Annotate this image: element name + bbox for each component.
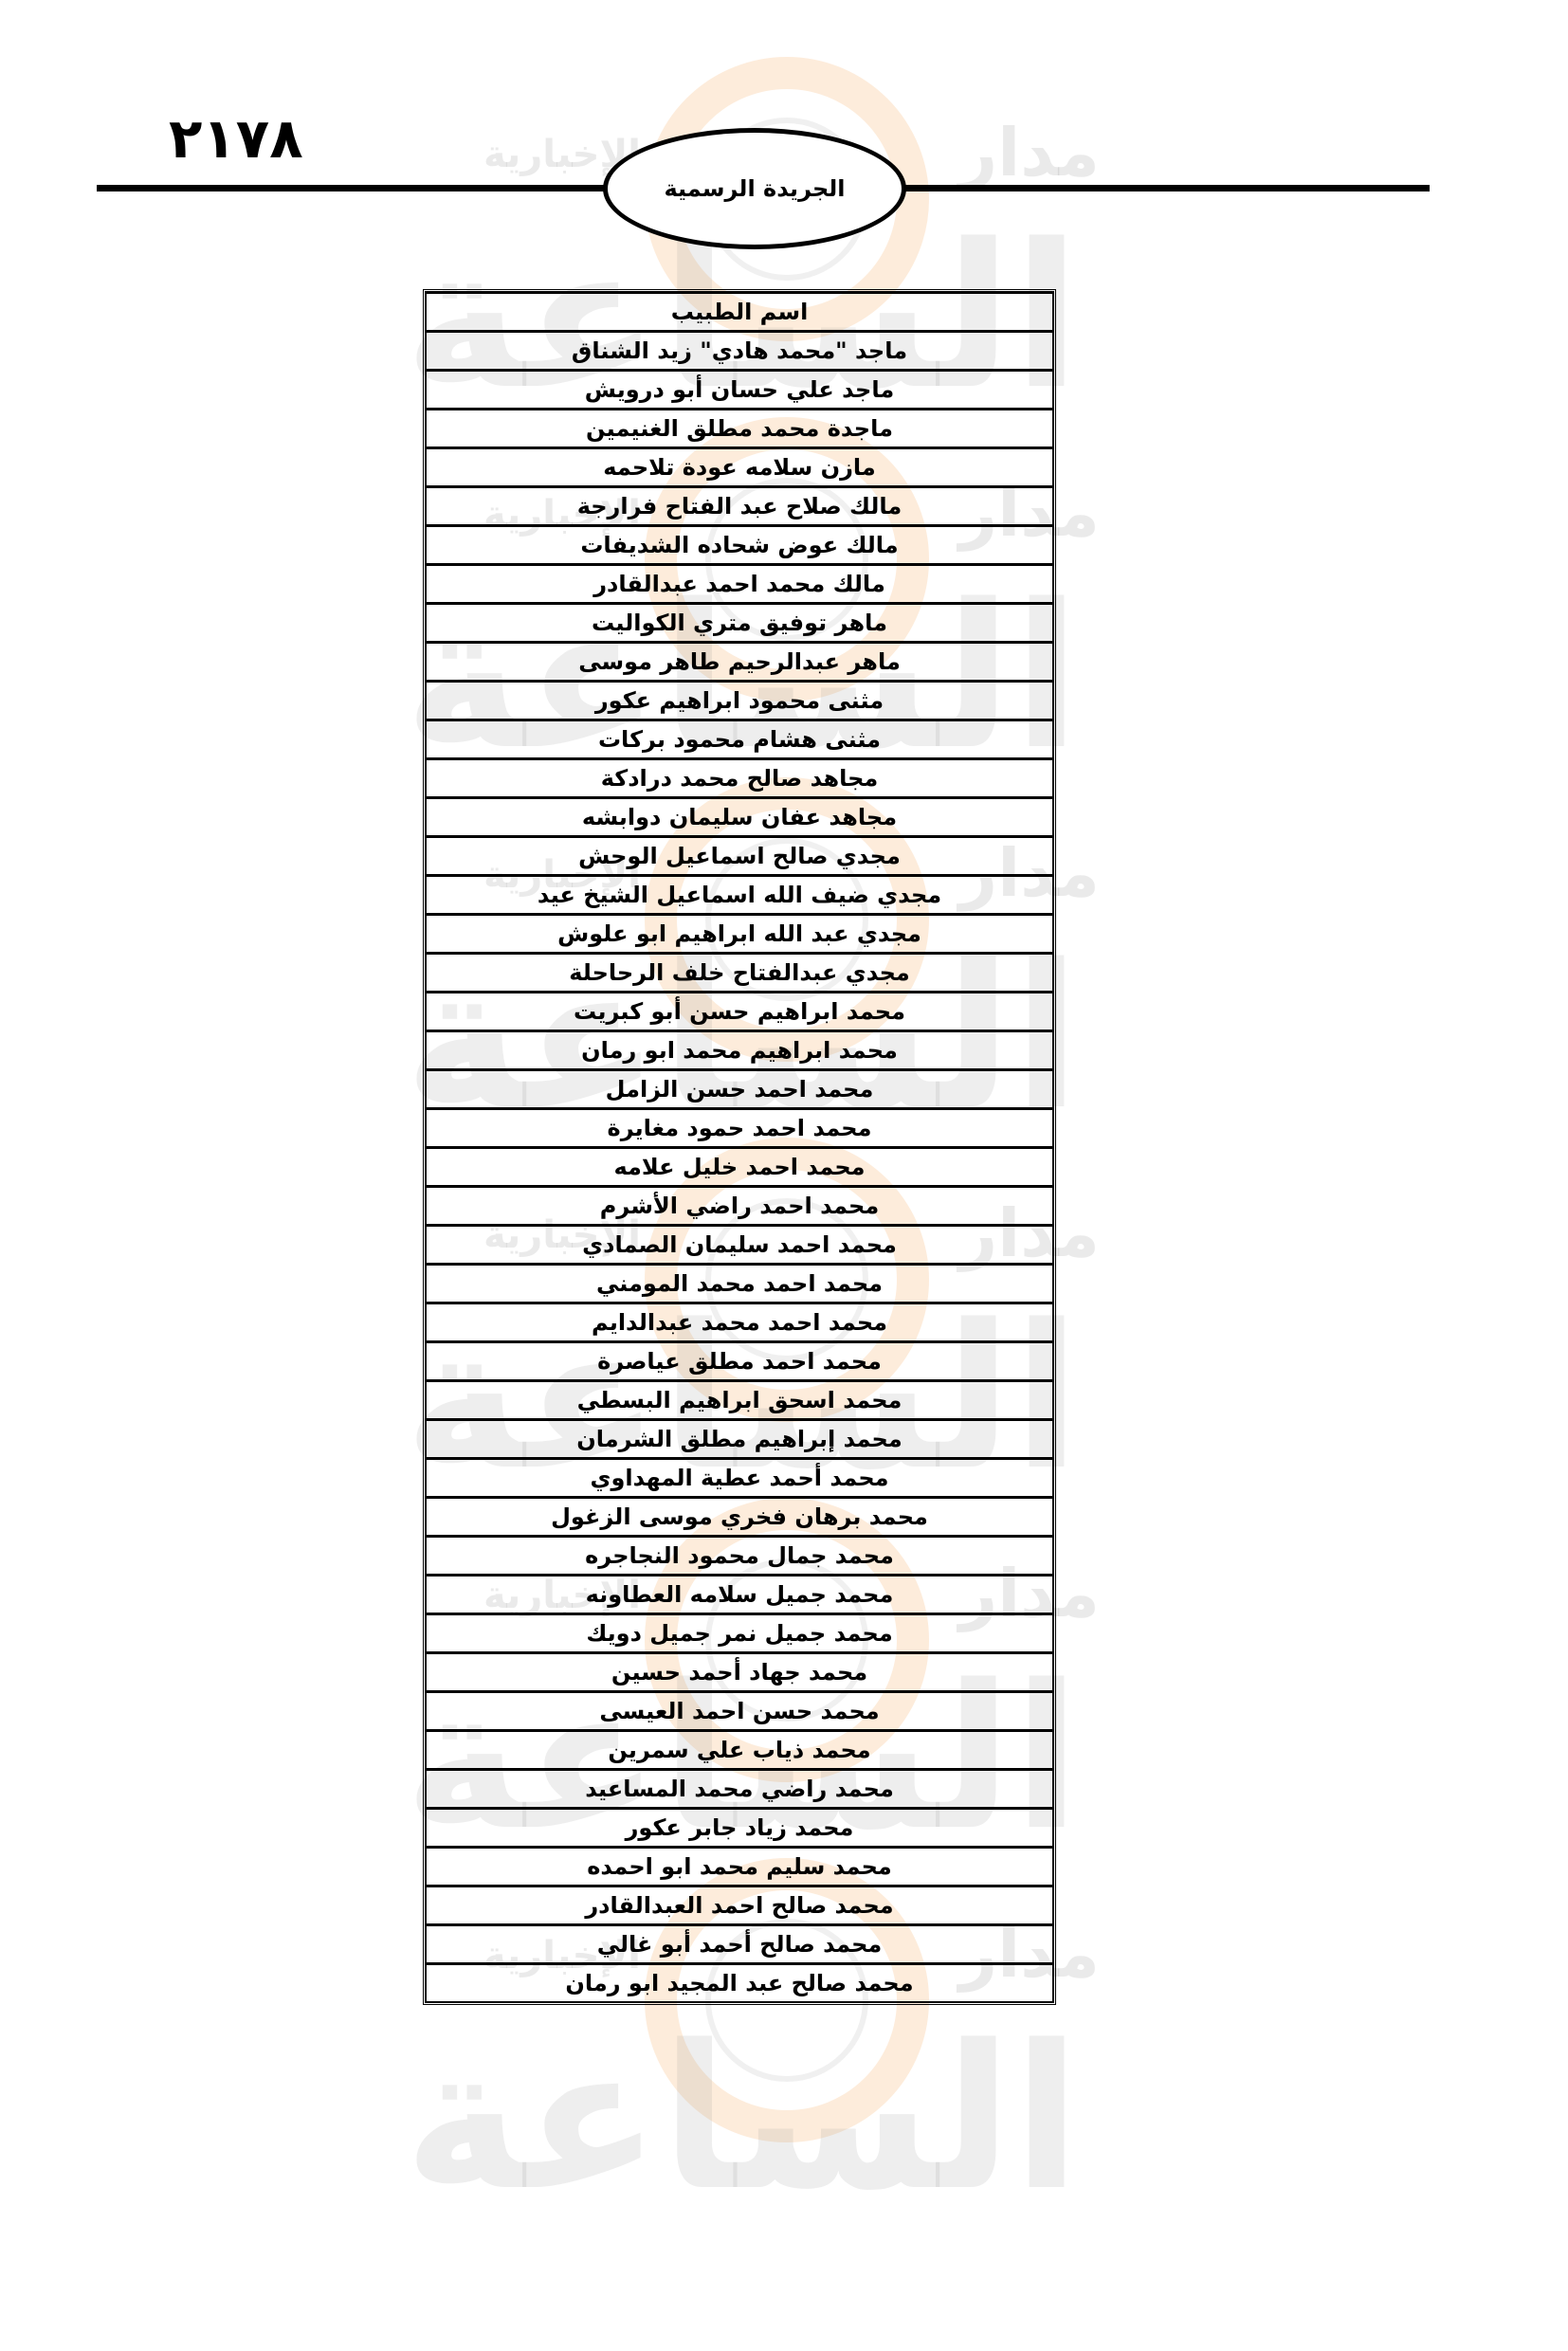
doctor-name-cell: محمد إبراهيم مطلق الشرمان: [426, 1419, 1053, 1458]
doctor-name-cell: مازن سلامه عودة تلاحمه: [426, 447, 1053, 486]
doctor-name-cell: محمد ابراهيم حسن أبو كبريت: [426, 992, 1053, 1030]
table-row: مجاهد صالح محمد درادكة: [426, 758, 1053, 797]
doctor-name-cell: محمد جميل سلامه العطاونه: [426, 1575, 1053, 1613]
doctor-name-cell: مجاهد صالح محمد درادكة: [426, 758, 1053, 797]
table-row: محمد ابراهيم محمد ابو رمان: [426, 1030, 1053, 1069]
doctor-name-cell: محمد زياد جابر عكور: [426, 1808, 1053, 1847]
doctor-name-cell: محمد جميل نمر جميل دويك: [426, 1613, 1053, 1652]
table-row: محمد جمال محمود النجاجره: [426, 1536, 1053, 1575]
column-header-doctor-name: اسم الطبيب: [426, 292, 1053, 331]
table-row: مجاهد عفان سليمان دوابشه: [426, 797, 1053, 836]
table-row: محمد جميل سلامه العطاونه: [426, 1575, 1053, 1613]
table-row: محمد ابراهيم حسن أبو كبريت: [426, 992, 1053, 1030]
table-row: محمد ذياب علي سمرين: [426, 1730, 1053, 1769]
doctor-name-cell: محمد جهاد أحمد حسين: [426, 1652, 1053, 1691]
table-row: ماجدة محمد مطلق الغنيمين: [426, 409, 1053, 447]
publication-title: الجريدة الرسمية: [664, 175, 846, 202]
table-header-row: اسم الطبيب: [426, 292, 1053, 331]
doctor-name-cell: مجاهد عفان سليمان دوابشه: [426, 797, 1053, 836]
doctor-name-cell: محمد جمال محمود النجاجره: [426, 1536, 1053, 1575]
table-row: محمد زياد جابر عكور: [426, 1808, 1053, 1847]
table-row: محمد احمد مطلق عياصرة: [426, 1341, 1053, 1380]
doctor-name-cell: مثنى محمود ابراهيم عكور: [426, 681, 1053, 720]
table-row: مجدي عبدالفتاح خلف الرحاحلة: [426, 953, 1053, 992]
doctor-name-cell: مجدي عبد الله ابراهيم ابو علوش: [426, 914, 1053, 953]
doctor-name-cell: محمد صالح أحمد أبو غالي: [426, 1924, 1053, 1963]
table-row: مجدي عبد الله ابراهيم ابو علوش: [426, 914, 1053, 953]
doctor-name-cell: محمد صالح عبد المجيد ابو رمان: [426, 1963, 1053, 2002]
table-row: مالك صلاح عبد الفتاح فرارجة: [426, 486, 1053, 525]
table-row: محمد حسن احمد العيسى: [426, 1691, 1053, 1730]
table-row: محمد صالح أحمد أبو غالي: [426, 1924, 1053, 1963]
table-row: مجدي ضيف الله اسماعيل الشيخ عيد: [426, 875, 1053, 914]
doctor-name-cell: محمد احمد راضي الأشرم: [426, 1186, 1053, 1225]
doctor-name-cell: مالك صلاح عبد الفتاح فرارجة: [426, 486, 1053, 525]
doctor-name-cell: ماجد علي حسان أبو درويش: [426, 370, 1053, 409]
doctor-name-cell: محمد ذياب علي سمرين: [426, 1730, 1053, 1769]
table-row: محمد احمد راضي الأشرم: [426, 1186, 1053, 1225]
table-row: محمد احمد حسن الزامل: [426, 1069, 1053, 1108]
doctor-name-cell: ماجدة محمد مطلق الغنيمين: [426, 409, 1053, 447]
doctor-name-cell: محمد احمد حمود مغايرة: [426, 1108, 1053, 1147]
table-row: مثنى هشام محمود بركات: [426, 720, 1053, 758]
doctor-name-cell: محمد سليم محمد ابو احمده: [426, 1847, 1053, 1886]
doctor-name-cell: محمد حسن احمد العيسى: [426, 1691, 1053, 1730]
table-row: مالك عوض شحاده الشديفات: [426, 525, 1053, 564]
table-row: ماهر توفيق متري الكواليت: [426, 603, 1053, 642]
table-row: محمد اسحق ابراهيم البسطي: [426, 1380, 1053, 1419]
table-row: محمد احمد سليمان الصمادي: [426, 1225, 1053, 1264]
doctor-name-cell: مجدي صالح اسماعيل الوحش: [426, 836, 1053, 875]
table-row: ماجد "محمد هادي" زيد الشناق: [426, 331, 1053, 370]
table-row: مازن سلامه عودة تلاحمه: [426, 447, 1053, 486]
table-row: مثنى محمود ابراهيم عكور: [426, 681, 1053, 720]
table-row: مالك محمد احمد عبدالقادر: [426, 564, 1053, 603]
doctor-name-cell: مالك عوض شحاده الشديفات: [426, 525, 1053, 564]
doctor-name-cell: ماهر توفيق متري الكواليت: [426, 603, 1053, 642]
table-row: محمد أحمد عطية المهداوي: [426, 1458, 1053, 1497]
table-row: محمد جميل نمر جميل دويك: [426, 1613, 1053, 1652]
table-row: ماجد علي حسان أبو درويش: [426, 370, 1053, 409]
table-row: محمد راضي محمد المساعيد: [426, 1769, 1053, 1808]
doctor-name-cell: ماجد "محمد هادي" زيد الشناق: [426, 331, 1053, 370]
doctor-name-cell: محمد صالح احمد العبدالقادر: [426, 1886, 1053, 1924]
doctor-name-cell: محمد احمد محمد المومني: [426, 1264, 1053, 1303]
table-row: محمد إبراهيم مطلق الشرمان: [426, 1419, 1053, 1458]
doctor-name-cell: ماهر عبدالرحيم طاهر موسى: [426, 642, 1053, 681]
doctor-name-cell: محمد احمد مطلق عياصرة: [426, 1341, 1053, 1380]
table-row: محمد احمد محمد عبدالدايم: [426, 1303, 1053, 1341]
table-row: مجدي صالح اسماعيل الوحش: [426, 836, 1053, 875]
page-number: ٢١٧٨: [169, 106, 303, 171]
doctor-name-cell: محمد احمد محمد عبدالدايم: [426, 1303, 1053, 1341]
doctor-name-cell: محمد برهان فخري موسى الزغول: [426, 1497, 1053, 1536]
doctor-name-cell: مجدي ضيف الله اسماعيل الشيخ عيد: [426, 875, 1053, 914]
table-row: ماهر عبدالرحيم طاهر موسى: [426, 642, 1053, 681]
doctor-name-cell: محمد احمد سليمان الصمادي: [426, 1225, 1053, 1264]
table-row: محمد برهان فخري موسى الزغول: [426, 1497, 1053, 1536]
doctor-name-cell: محمد ابراهيم محمد ابو رمان: [426, 1030, 1053, 1069]
table-row: محمد احمد محمد المومني: [426, 1264, 1053, 1303]
doctor-name-cell: مجدي عبدالفتاح خلف الرحاحلة: [426, 953, 1053, 992]
table-row: محمد احمد خليل علامه: [426, 1147, 1053, 1186]
table-row: محمد صالح عبد المجيد ابو رمان: [426, 1963, 1053, 2002]
table-row: محمد جهاد أحمد حسين: [426, 1652, 1053, 1691]
doctor-name-cell: مثنى هشام محمود بركات: [426, 720, 1053, 758]
table-row: محمد احمد حمود مغايرة: [426, 1108, 1053, 1147]
doctor-name-cell: محمد احمد حسن الزامل: [426, 1069, 1053, 1108]
publication-badge: الجريدة الرسمية: [603, 128, 906, 249]
doctor-name-cell: محمد راضي محمد المساعيد: [426, 1769, 1053, 1808]
table-row: محمد سليم محمد ابو احمده: [426, 1847, 1053, 1886]
doctor-name-cell: محمد احمد خليل علامه: [426, 1147, 1053, 1186]
doctors-table: اسم الطبيب ماجد "محمد هادي" زيد الشناق ما…: [423, 289, 1056, 2005]
doctor-name-cell: مالك محمد احمد عبدالقادر: [426, 564, 1053, 603]
table-row: محمد صالح احمد العبدالقادر: [426, 1886, 1053, 1924]
doctor-name-cell: محمد أحمد عطية المهداوي: [426, 1458, 1053, 1497]
doctor-name-cell: محمد اسحق ابراهيم البسطي: [426, 1380, 1053, 1419]
